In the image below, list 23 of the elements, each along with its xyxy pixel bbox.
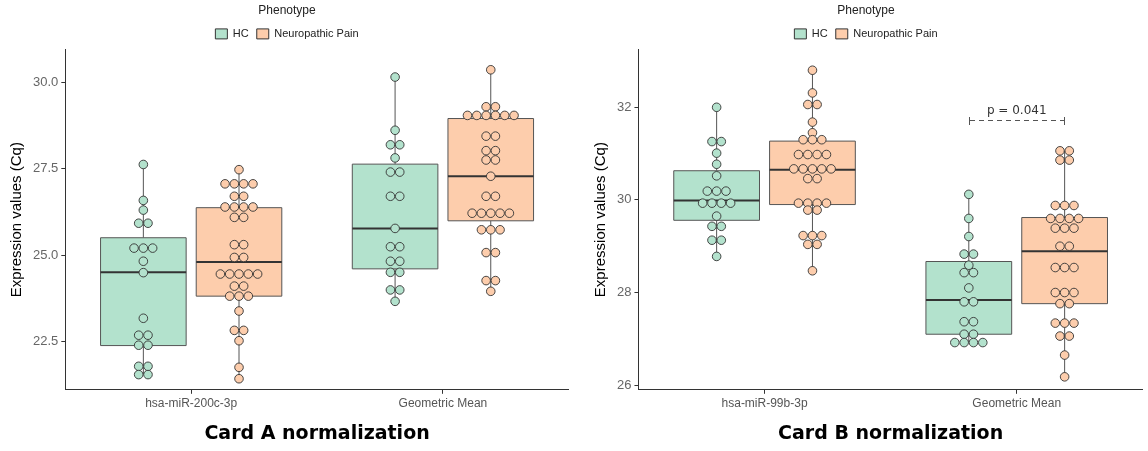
annotation: p = 0.041: [986, 102, 1047, 117]
x-tick-label: Geometric Mean: [398, 396, 488, 411]
legend-label: HC: [232, 26, 249, 39]
x-tick-label: Geometric Mean: [972, 396, 1062, 411]
legend-label: HC: [811, 26, 828, 39]
legend-title: Phenotype: [258, 3, 317, 18]
y-tick-label: 30.0: [32, 73, 59, 89]
y-tick-label: 28: [616, 284, 632, 300]
y-tick-label: 27.5: [32, 160, 59, 176]
y-tick-label: 25.0: [32, 246, 59, 262]
y-tick-label: 32: [616, 98, 632, 114]
x-tick-label: hsa-miR-200c-3p: [145, 396, 238, 411]
y-tick-label: 26: [616, 376, 632, 392]
y-tick-label: 30: [616, 191, 632, 207]
legend-label: Neuropathic Pain: [853, 26, 938, 39]
x-axis-title: Card B normalization: [778, 420, 1004, 443]
x-tick-label: hsa-miR-99b-3p: [721, 396, 808, 411]
legend-label: Neuropathic Pain: [274, 26, 359, 39]
y-axis-title: Expression values (Cq): [7, 142, 25, 298]
y-axis-title: Expression values (Cq): [591, 142, 609, 298]
x-axis-title: Card A normalization: [204, 420, 430, 443]
y-tick-label: 22.5: [32, 333, 59, 348]
legend-title: Phenotype: [837, 3, 896, 18]
